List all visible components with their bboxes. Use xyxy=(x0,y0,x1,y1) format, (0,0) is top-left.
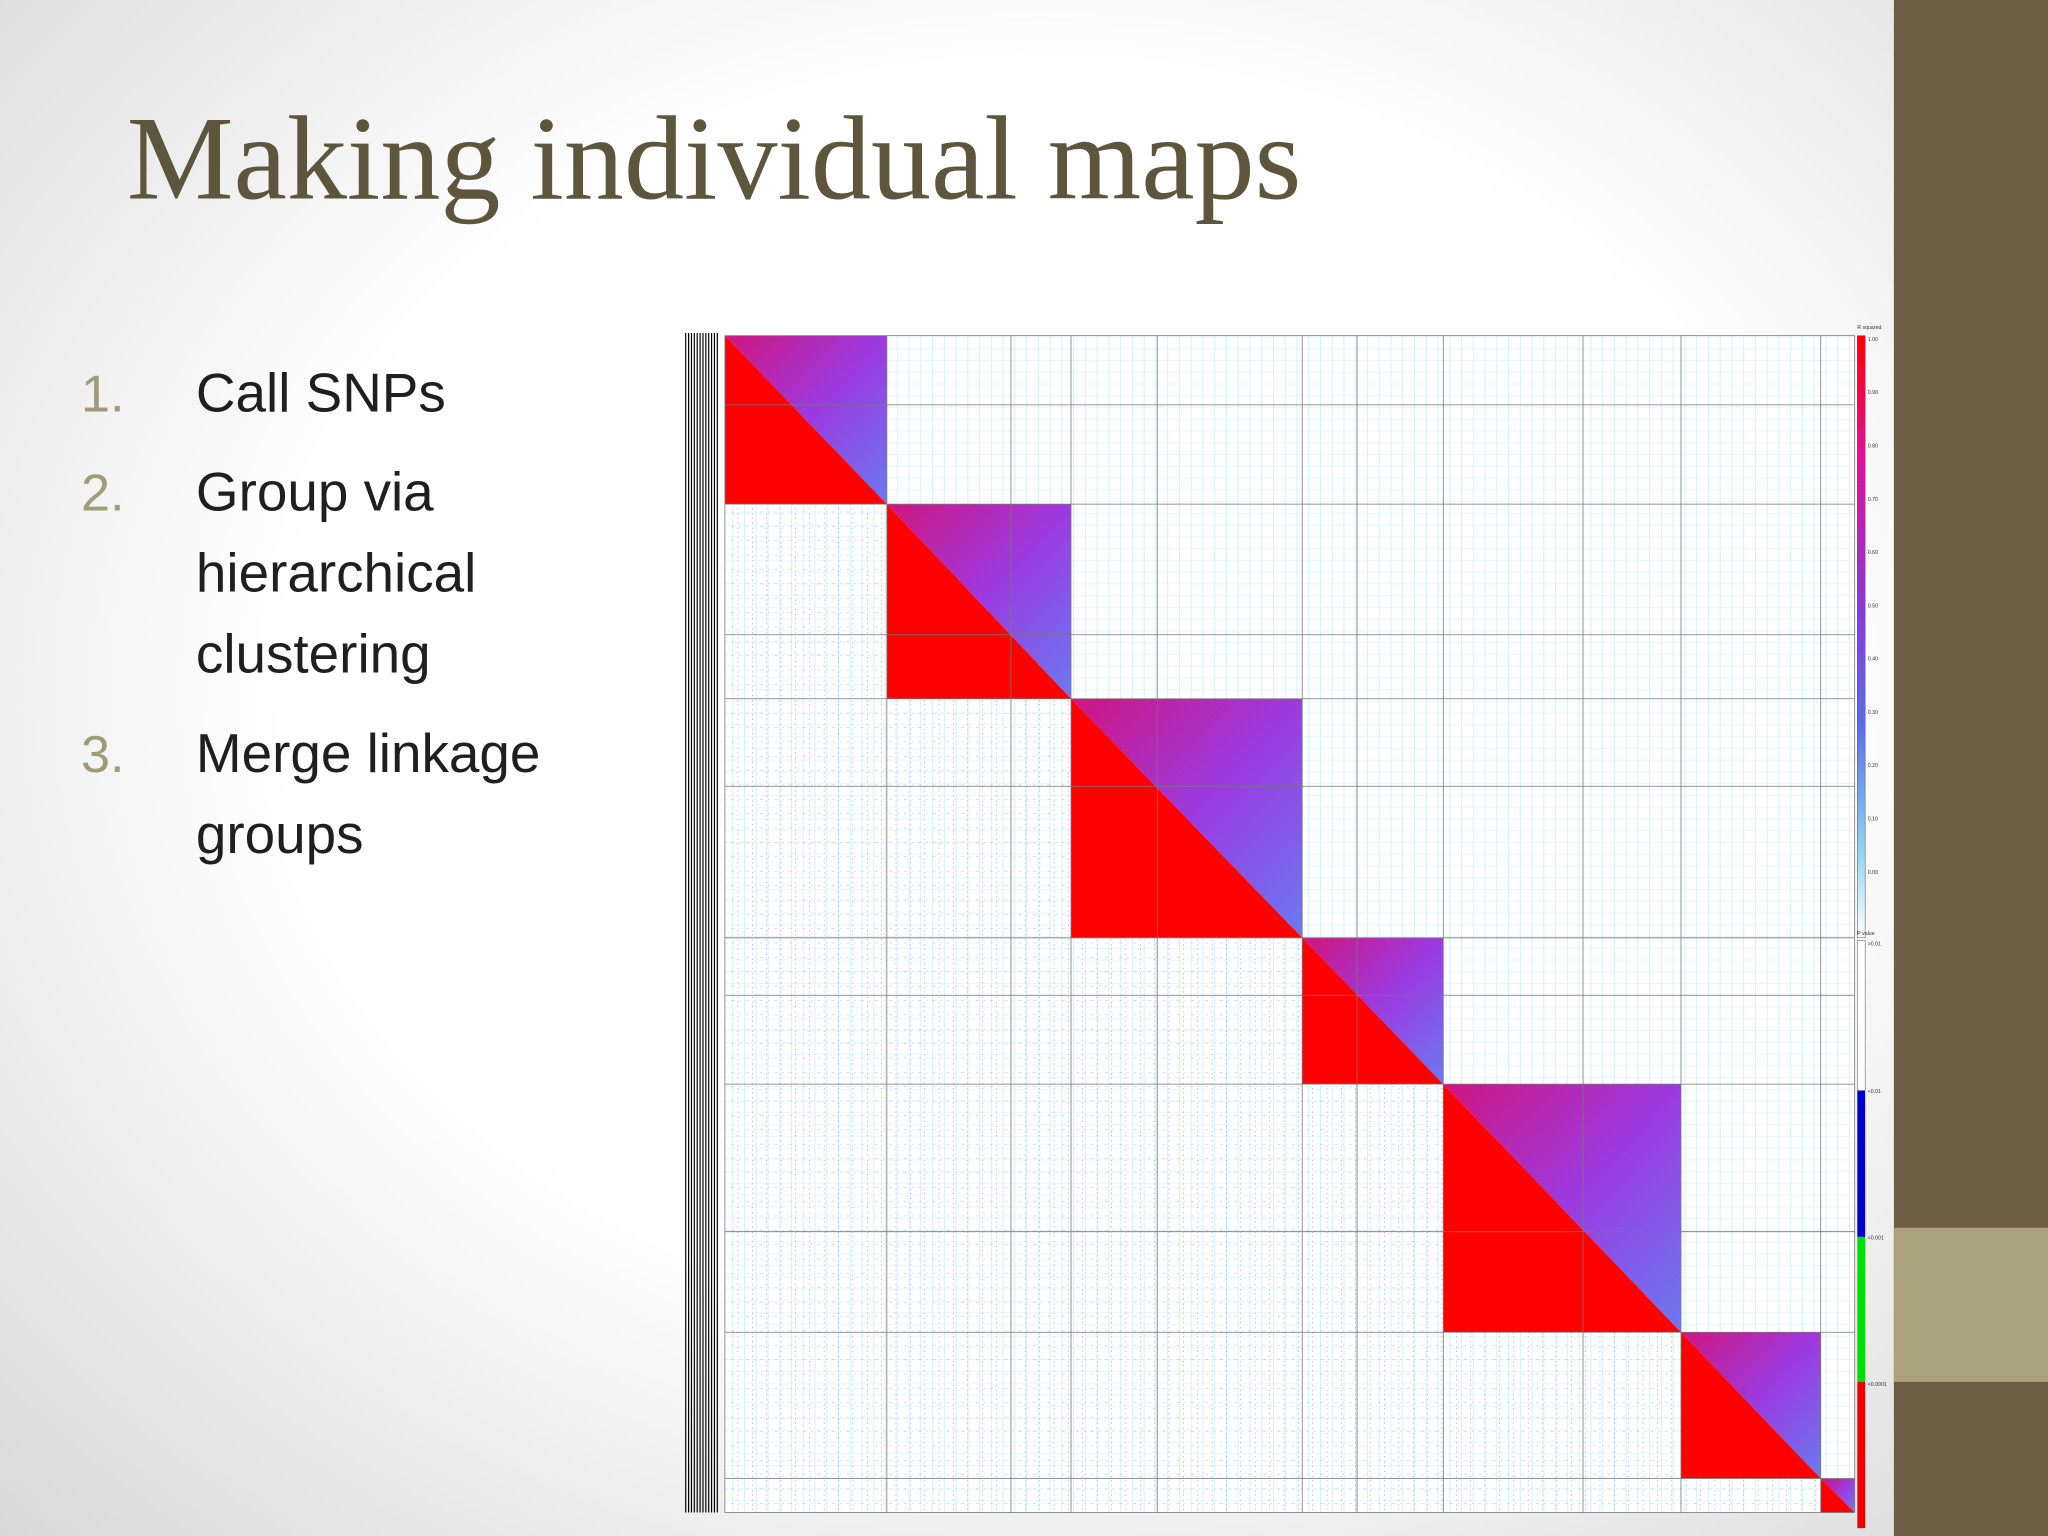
legend-label: 0.40 xyxy=(1868,657,1878,663)
bullet-list: 1. Call SNPs 2. Group via hierarchical cluste… xyxy=(81,361,540,864)
p-bar-1 xyxy=(1857,940,1866,1091)
block-lower xyxy=(886,504,1072,699)
marker-labels xyxy=(685,333,718,1513)
legend-label: 0.60 xyxy=(1868,550,1878,556)
legend-label: 0.10 xyxy=(1868,817,1878,823)
p-bar-2 xyxy=(1857,1090,1866,1237)
list-item: groups xyxy=(196,803,364,865)
matrix-border xyxy=(724,335,1856,1513)
legend-label: >0.01 xyxy=(1868,942,1881,948)
legend-label: <0.0001 xyxy=(1868,1382,1887,1388)
list-number: 1. xyxy=(81,365,125,423)
side-accent xyxy=(1893,1227,2048,1382)
legend-label: 0.80 xyxy=(1868,443,1878,449)
legend-label: 0.30 xyxy=(1868,710,1878,716)
r-squared-bar xyxy=(1857,335,1866,939)
legend-title: R squared xyxy=(1857,325,1881,331)
list-number: 2. xyxy=(81,465,125,523)
list-item: clustering xyxy=(196,623,431,685)
lower-texture xyxy=(724,504,1821,1513)
legend-label: 0.70 xyxy=(1868,497,1878,503)
heatmap-figure: R squared 1.00 0.90 0.80 0.70 0.60 0.50 0.40 0.3… xyxy=(685,325,1887,1529)
title: Making individual maps xyxy=(127,92,1302,225)
block-lower xyxy=(1302,937,1444,1085)
block-grid xyxy=(724,335,1856,1513)
p-bar-4 xyxy=(1857,1381,1866,1529)
block-lower xyxy=(1820,1478,1855,1513)
block-lower xyxy=(1443,1084,1681,1333)
list-item: Call SNPs xyxy=(196,361,446,423)
list-item: Merge linkage xyxy=(196,722,540,784)
legend-title: P value xyxy=(1857,931,1874,937)
legend-label: 0.90 xyxy=(1868,390,1878,396)
p-bar-3 xyxy=(1857,1236,1866,1382)
legend-label: <0.01 xyxy=(1868,1089,1881,1095)
block-lower xyxy=(724,335,887,505)
list-item: Group via xyxy=(196,461,434,523)
lower-region xyxy=(724,504,1821,1513)
list-number: 3. xyxy=(81,726,125,784)
legend-label: <0.001 xyxy=(1868,1236,1884,1242)
legend-label: 0.50 xyxy=(1868,603,1878,609)
legend-label: 0.00 xyxy=(1868,870,1878,876)
legend-label: 0.20 xyxy=(1868,763,1878,769)
list-item: hierarchical xyxy=(196,542,476,604)
legend-label: 1.00 xyxy=(1868,337,1878,343)
diagonal-blocks xyxy=(724,335,1855,1513)
legend: R squared 1.00 0.90 0.80 0.70 0.60 0.50 0.40 0.3… xyxy=(1857,325,1887,1388)
